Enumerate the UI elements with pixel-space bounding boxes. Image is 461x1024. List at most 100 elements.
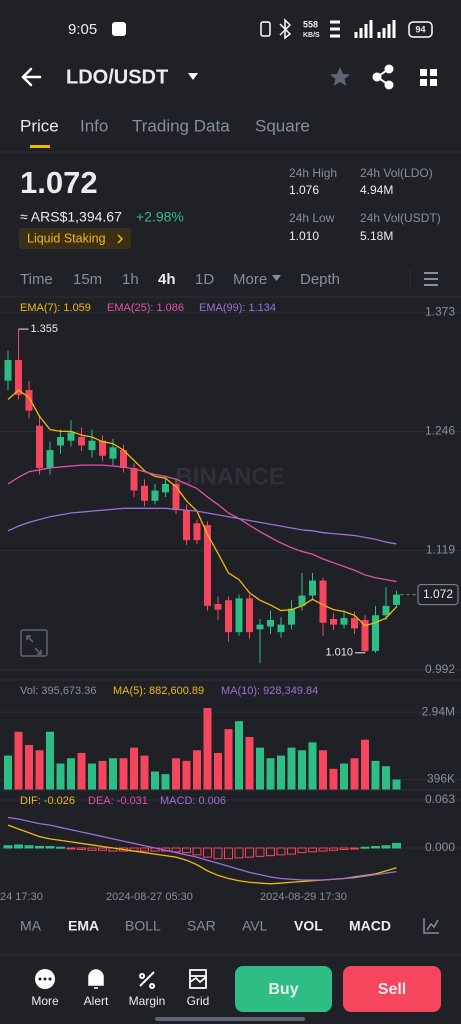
pair-dropdown[interactable] xyxy=(188,73,198,80)
volume-bar xyxy=(98,760,107,790)
volume-bar xyxy=(46,731,54,790)
y-tick-label: 1.119 xyxy=(426,543,455,557)
volume-bar xyxy=(130,747,138,790)
grid-icon[interactable] xyxy=(189,969,207,989)
candle-body xyxy=(172,483,180,511)
indicator[interactable]: MA xyxy=(20,918,42,934)
volume-bar xyxy=(350,758,359,790)
stat-value: 1.010 xyxy=(289,229,319,243)
back-button[interactable] xyxy=(21,67,42,87)
interval[interactable]: Depth xyxy=(300,271,340,288)
y-tick-label: 396K xyxy=(427,772,455,786)
ema-legend: EMA(7): 1.059 xyxy=(20,302,91,314)
fullscreen-icon xyxy=(26,635,42,655)
share-button[interactable] xyxy=(372,64,394,90)
macd-bar xyxy=(98,847,107,851)
nav-label[interactable]: Grid xyxy=(187,994,210,1008)
candle-body xyxy=(372,615,379,651)
tag-label[interactable]: Liquid Staking xyxy=(27,231,106,245)
macd-bar xyxy=(182,847,191,854)
macd-bar xyxy=(24,845,34,849)
interval[interactable]: Time xyxy=(20,271,53,288)
interval[interactable]: More xyxy=(233,271,267,288)
volume-legend: Vol: 395,673.36 xyxy=(20,685,96,697)
macd-bar xyxy=(234,847,244,859)
volume-bar xyxy=(319,750,327,790)
y-tick-label: 1.246 xyxy=(425,424,455,438)
tab[interactable]: Price xyxy=(20,116,59,135)
stat-value: 4.94M xyxy=(360,183,393,197)
stat-label: 24h Vol(LDO) xyxy=(360,166,433,180)
indicator[interactable]: MACD xyxy=(349,918,391,934)
candle-body xyxy=(309,580,316,596)
favorite-button[interactable] xyxy=(330,67,350,86)
indicator-settings[interactable] xyxy=(423,918,439,934)
macd-bar xyxy=(350,847,359,850)
ema-line xyxy=(7,389,397,627)
battery-icon xyxy=(408,21,433,38)
candle-body xyxy=(25,390,33,411)
candle-body xyxy=(15,360,22,395)
candle-body xyxy=(183,510,190,541)
macd-bar xyxy=(87,847,97,851)
nav-label[interactable]: Margin xyxy=(129,994,166,1008)
candle-body xyxy=(235,598,243,633)
volume-bar xyxy=(88,763,96,790)
macd-bar xyxy=(297,847,307,854)
candle-body xyxy=(57,436,64,446)
layout-button[interactable] xyxy=(420,69,437,86)
chart-settings[interactable] xyxy=(424,272,438,286)
tab[interactable]: Info xyxy=(80,116,108,135)
macd-bar xyxy=(266,847,275,857)
fiat-price: ≈ ARS$1,394.67 xyxy=(20,209,122,225)
more-icon[interactable] xyxy=(35,969,55,989)
tag-badge[interactable] xyxy=(19,228,131,249)
pair-title[interactable]: LDO/USDT xyxy=(66,66,168,88)
x-tick-label: 2024-08-29 17:30 xyxy=(260,891,347,903)
network-speed: 558 xyxy=(303,19,318,29)
sell-label[interactable]: Sell xyxy=(378,981,406,998)
volume-bar xyxy=(172,758,180,790)
indicator[interactable]: BOLL xyxy=(125,918,161,934)
candle-body xyxy=(393,594,400,605)
volume-bar xyxy=(35,750,44,790)
candle-body xyxy=(214,604,222,610)
candle-body xyxy=(204,525,211,606)
tab[interactable]: Square xyxy=(255,116,310,135)
fullscreen-button[interactable] xyxy=(20,629,48,657)
indicator[interactable]: AVL xyxy=(242,918,268,934)
interval[interactable]: 1h xyxy=(122,271,139,288)
candle-body xyxy=(88,440,96,451)
ema-line xyxy=(7,507,397,545)
volume-bar xyxy=(287,747,296,790)
dea-line xyxy=(7,816,397,881)
interval[interactable]: 15m xyxy=(73,271,102,288)
macd-bar xyxy=(392,842,401,849)
buy-label[interactable]: Buy xyxy=(268,981,298,998)
home-indicator xyxy=(155,1017,305,1021)
sell-button[interactable] xyxy=(343,966,441,1012)
nav-label[interactable]: Alert xyxy=(84,994,109,1008)
nav-label[interactable]: More xyxy=(31,994,59,1008)
tab[interactable]: Trading Data xyxy=(132,116,230,135)
ema-legend: EMA(25): 1.086 xyxy=(107,302,184,314)
indicator[interactable]: SAR xyxy=(187,918,216,934)
macd-bar xyxy=(318,847,328,852)
y-tick-label: 0.992 xyxy=(425,662,455,676)
stat-value: 1.076 xyxy=(289,183,319,197)
volume-bar xyxy=(14,731,23,790)
alert-icon[interactable] xyxy=(88,969,104,989)
interval[interactable]: 1D xyxy=(195,271,214,288)
indicator[interactable]: EMA xyxy=(68,918,99,934)
macd-bar xyxy=(287,847,296,855)
candle-body xyxy=(288,608,295,625)
indicator[interactable]: VOL xyxy=(294,918,323,934)
macd-bar xyxy=(171,847,181,853)
margin-icon[interactable] xyxy=(139,971,156,989)
buy-button[interactable] xyxy=(235,966,332,1012)
interval[interactable]: 4h xyxy=(158,271,176,288)
volume-bar xyxy=(4,755,12,790)
volume-legend: MA(10): 928,349.84 xyxy=(221,685,318,697)
